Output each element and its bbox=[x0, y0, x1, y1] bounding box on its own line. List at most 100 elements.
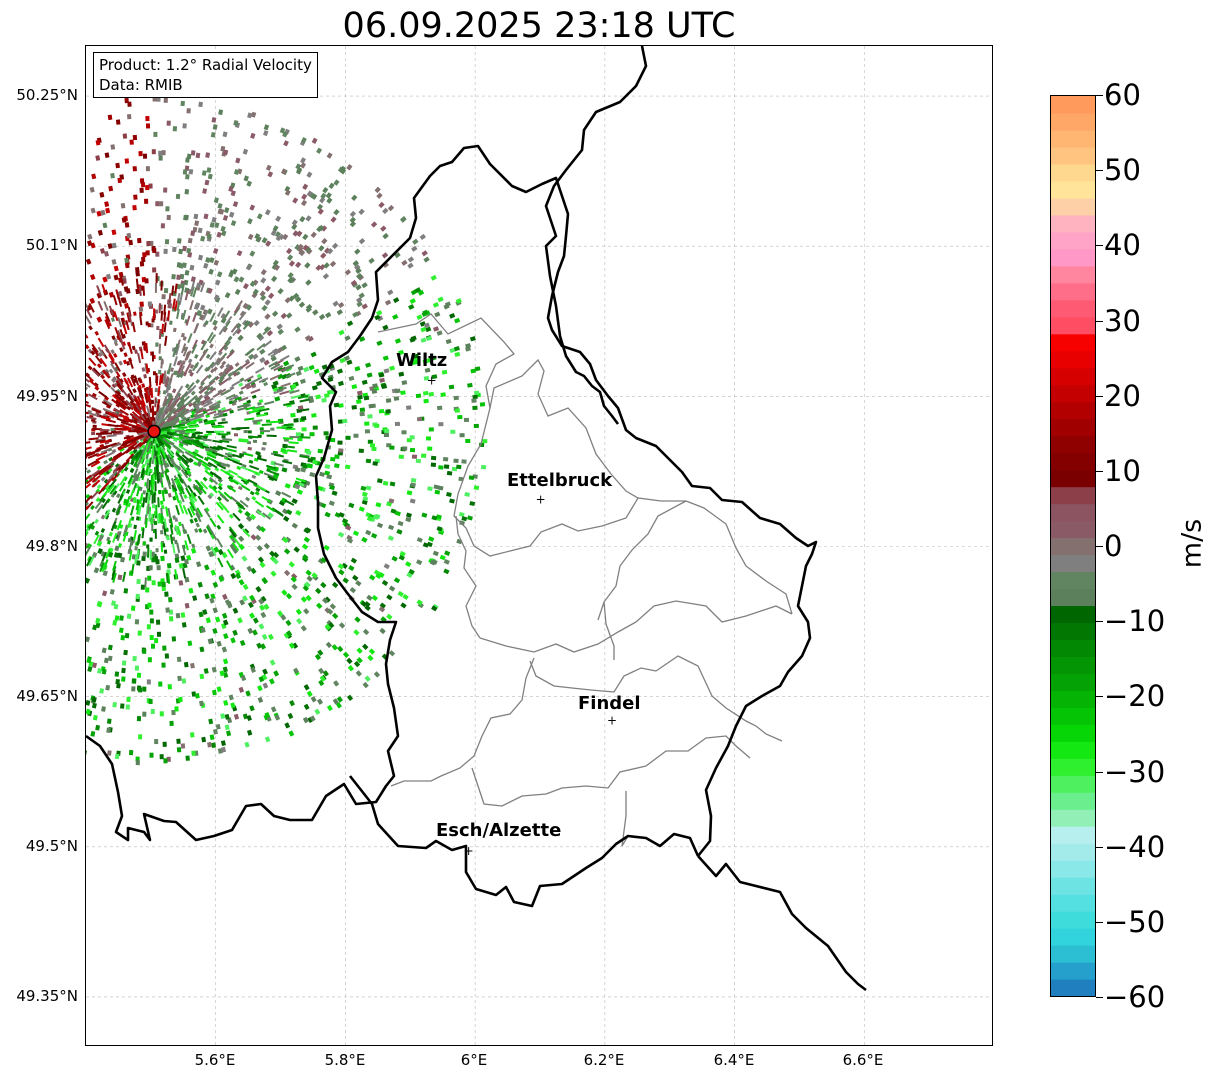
echo-pixel bbox=[250, 534, 257, 541]
echo-pixel bbox=[211, 117, 217, 123]
echo-pixel bbox=[213, 546, 220, 553]
map-panel[interactable]: + + + + bbox=[85, 45, 993, 1046]
echo-pixel bbox=[333, 680, 340, 687]
echo-pixel bbox=[375, 309, 383, 316]
echo-pixel bbox=[146, 624, 151, 630]
echo-ray bbox=[133, 375, 140, 386]
echo-ray bbox=[142, 497, 146, 508]
echo-ray bbox=[240, 383, 251, 390]
echo-pixel bbox=[160, 530, 164, 535]
colorbar-tick-mark bbox=[1096, 997, 1103, 998]
echo-pixel bbox=[326, 704, 333, 712]
echo-ray bbox=[102, 398, 113, 406]
colorbar-segment bbox=[1051, 520, 1095, 539]
echo-pixel bbox=[219, 670, 225, 677]
echo-ray bbox=[194, 452, 204, 459]
echo-pixel bbox=[184, 189, 190, 195]
echo-pixel bbox=[264, 285, 271, 292]
echo-pixel bbox=[150, 399, 155, 405]
echo-pixel bbox=[436, 330, 443, 336]
echo-ray bbox=[160, 464, 165, 475]
echo-pixel bbox=[258, 469, 264, 475]
echo-pixel bbox=[383, 368, 390, 374]
echo-pixel bbox=[334, 512, 341, 518]
colorbar-segment bbox=[1051, 962, 1095, 980]
echo-ray bbox=[178, 445, 189, 452]
echo-ray bbox=[113, 400, 124, 409]
echo-ray bbox=[115, 394, 125, 404]
echo-pixel bbox=[185, 466, 191, 472]
echo-pixel bbox=[474, 366, 481, 372]
echo-pixel bbox=[304, 262, 311, 269]
echo-ray bbox=[210, 403, 221, 410]
echo-pixel bbox=[137, 630, 142, 636]
echo-ray bbox=[192, 287, 198, 298]
echo-pixel bbox=[221, 646, 228, 653]
echo-ray bbox=[158, 343, 162, 354]
echo-ray bbox=[171, 436, 182, 442]
echo-pixel bbox=[367, 439, 373, 444]
echo-pixel bbox=[448, 384, 455, 390]
echo-pixel bbox=[135, 593, 140, 600]
echo-pixel bbox=[405, 512, 412, 518]
echo-pixel bbox=[274, 231, 281, 238]
echo-ray bbox=[115, 379, 124, 390]
echo-pixel bbox=[219, 208, 225, 215]
colorbar-tick-mark bbox=[1096, 170, 1103, 172]
colorbar-unit-label: m/s bbox=[1176, 518, 1207, 569]
echo-pixel bbox=[187, 640, 193, 647]
echo-pixel bbox=[454, 408, 460, 413]
echo-pixel bbox=[182, 123, 187, 129]
echo-pixel bbox=[134, 665, 140, 671]
echo-pixel bbox=[181, 678, 187, 684]
echo-ray bbox=[282, 437, 294, 440]
echo-pixel bbox=[144, 198, 149, 204]
echo-pixel bbox=[110, 172, 115, 179]
echo-ray bbox=[102, 379, 112, 388]
echo-pixel bbox=[220, 145, 226, 152]
echo-pixel bbox=[252, 439, 258, 444]
echo-ray bbox=[86, 383, 91, 388]
colorbar-segment bbox=[1051, 163, 1095, 182]
echo-pixel bbox=[334, 463, 340, 469]
echo-pixel bbox=[189, 371, 194, 377]
echo-pixel bbox=[317, 698, 324, 705]
echo-pixel bbox=[97, 229, 103, 236]
echo-pixel bbox=[446, 470, 453, 476]
echo-ray bbox=[197, 435, 208, 439]
echo-ray bbox=[127, 392, 135, 403]
echo-pixel bbox=[330, 437, 336, 443]
echo-pixel bbox=[335, 702, 342, 709]
echo-pixel bbox=[228, 400, 234, 405]
echo-ray bbox=[194, 412, 205, 418]
echo-ray bbox=[164, 335, 168, 346]
echo-pixel bbox=[294, 356, 301, 362]
echo-ray bbox=[102, 407, 113, 414]
echo-ray bbox=[197, 495, 205, 505]
echo-pixel bbox=[300, 157, 306, 164]
echo-ray bbox=[157, 454, 161, 465]
echo-ray bbox=[86, 308, 93, 319]
echo-pixel bbox=[121, 217, 127, 223]
echo-ray bbox=[118, 482, 126, 492]
echo-pixel bbox=[446, 491, 452, 497]
echo-pixel bbox=[96, 316, 103, 323]
echo-ray bbox=[195, 484, 204, 494]
echo-ray bbox=[220, 367, 230, 376]
lat-tick-label: 49.8°N bbox=[25, 537, 78, 555]
echo-ray bbox=[126, 312, 131, 323]
echo-ray bbox=[172, 413, 183, 421]
echo-ray bbox=[196, 507, 204, 518]
echo-ray bbox=[86, 415, 97, 420]
echo-ray bbox=[167, 362, 172, 374]
echo-pixel bbox=[223, 633, 229, 640]
echo-pixel bbox=[333, 179, 340, 186]
echo-ray bbox=[182, 440, 193, 446]
echo-pixel bbox=[196, 310, 202, 317]
echo-pixel bbox=[437, 405, 443, 411]
echo-ray bbox=[160, 428, 171, 432]
echo-ray bbox=[238, 438, 249, 442]
echo-ray bbox=[238, 396, 249, 402]
echo-pixel bbox=[220, 312, 227, 320]
echo-pixel bbox=[378, 201, 385, 209]
